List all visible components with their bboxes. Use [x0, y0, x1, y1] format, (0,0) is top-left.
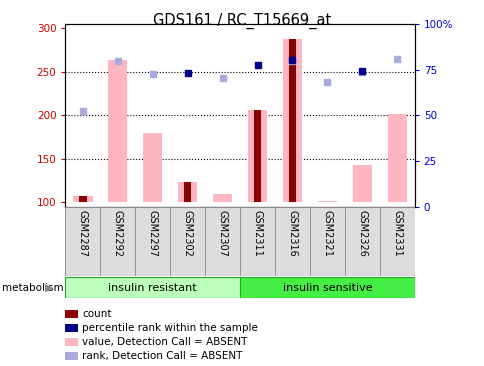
Bar — [282, 38, 302, 202]
Bar — [253, 110, 261, 202]
Bar — [79, 196, 87, 202]
Bar — [387, 113, 406, 202]
Text: count: count — [82, 309, 112, 319]
Bar — [212, 194, 232, 202]
Text: GSM2287: GSM2287 — [78, 210, 88, 257]
Text: insulin sensitive: insulin sensitive — [282, 283, 371, 293]
Text: GSM2311: GSM2311 — [252, 210, 262, 257]
FancyBboxPatch shape — [65, 277, 240, 298]
Bar — [73, 196, 92, 202]
Bar — [183, 182, 191, 202]
Text: GSM2316: GSM2316 — [287, 210, 297, 257]
Bar — [108, 60, 127, 202]
Bar — [288, 38, 296, 202]
Text: GSM2292: GSM2292 — [113, 210, 122, 257]
Bar — [143, 133, 162, 202]
Text: value, Detection Call = ABSENT: value, Detection Call = ABSENT — [82, 337, 247, 347]
Text: rank, Detection Call = ABSENT: rank, Detection Call = ABSENT — [82, 351, 242, 361]
Text: percentile rank within the sample: percentile rank within the sample — [82, 323, 258, 333]
Text: GSM2326: GSM2326 — [357, 210, 366, 257]
Text: GSM2321: GSM2321 — [322, 210, 332, 257]
Text: GSM2307: GSM2307 — [217, 210, 227, 257]
Bar — [352, 165, 371, 202]
Bar — [178, 182, 197, 202]
Text: GSM2302: GSM2302 — [182, 210, 192, 257]
Text: GDS161 / RC_T15669_at: GDS161 / RC_T15669_at — [153, 13, 331, 29]
Text: GSM2331: GSM2331 — [392, 210, 401, 257]
FancyBboxPatch shape — [240, 277, 414, 298]
Text: metabolism: metabolism — [2, 283, 64, 293]
Bar — [317, 201, 336, 202]
Text: GSM2297: GSM2297 — [148, 210, 157, 257]
Text: ▶: ▶ — [45, 283, 54, 293]
Text: insulin resistant: insulin resistant — [108, 283, 197, 293]
Bar — [247, 110, 267, 202]
